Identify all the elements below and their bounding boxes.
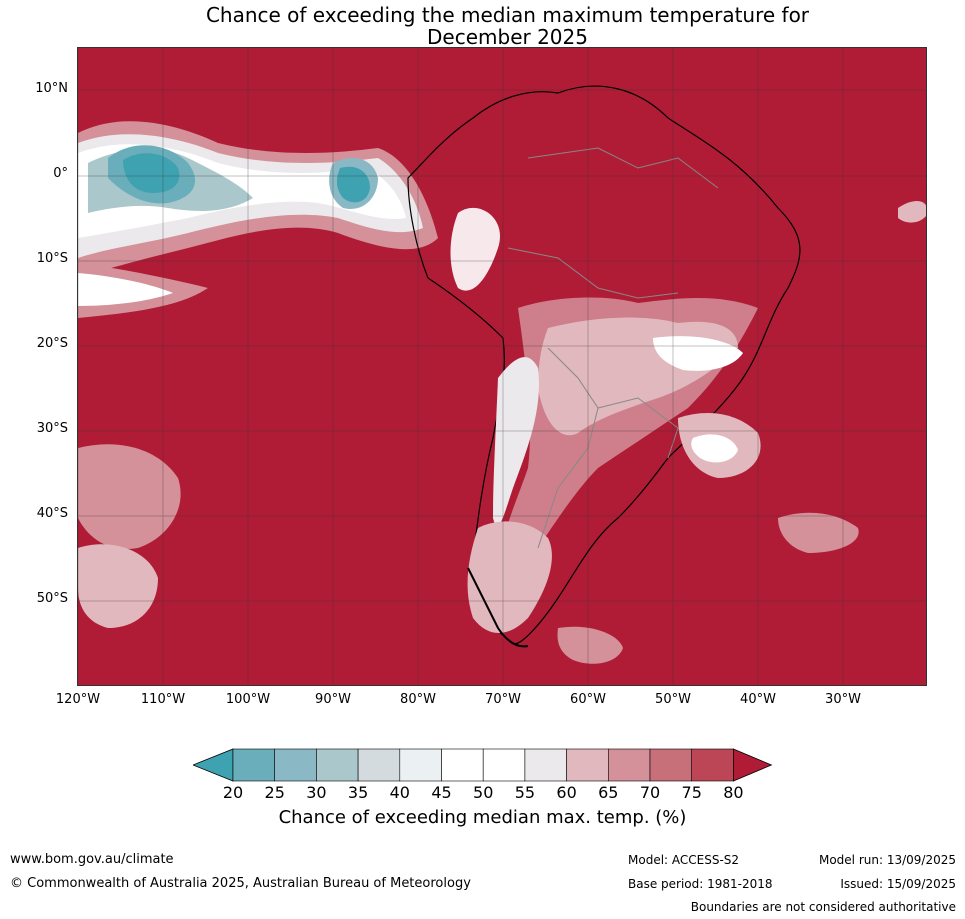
map-panel xyxy=(77,47,927,686)
colorbar xyxy=(193,748,773,782)
colorbar-tick-label: 65 xyxy=(598,783,619,802)
colorbar-tick-label: 40 xyxy=(389,783,410,802)
colorbar-segment xyxy=(524,748,567,782)
footer-issued: Issued: 15/09/2025 xyxy=(840,877,956,891)
colorbar-segment xyxy=(607,748,651,782)
colorbar-tick-label: 50 xyxy=(473,783,494,802)
colorbar-segment xyxy=(566,748,609,782)
probability-map xyxy=(78,48,926,685)
colorbar-segment xyxy=(649,748,693,782)
lon-label-30w: 30°W xyxy=(825,692,861,707)
colorbar-tick-label: 45 xyxy=(431,783,452,802)
footer-copyright: © Commonwealth of Australia 2025, Austra… xyxy=(10,876,471,891)
footer-model-run: Model run: 13/09/2025 xyxy=(818,853,956,867)
lon-label-90w: 90°W xyxy=(315,692,351,707)
colorbar-segment xyxy=(357,748,401,782)
lon-label-100w: 100°W xyxy=(225,692,271,707)
lon-label-40w: 40°W xyxy=(740,692,776,707)
lat-label-10n: 10°N xyxy=(35,81,68,96)
colorbar-label: Chance of exceeding median max. temp. (%… xyxy=(278,807,687,828)
colorbar-tick-label: 30 xyxy=(306,783,327,802)
lat-label-30s: 30°S xyxy=(36,421,68,436)
colorbar-tick-label: 70 xyxy=(639,783,661,802)
lat-label-10s: 10°S xyxy=(36,251,68,266)
footer-url: www.bom.gov.au/climate xyxy=(10,852,174,867)
colorbar-tick-label: 55 xyxy=(514,783,536,802)
atlantic-anomaly-patches xyxy=(78,201,926,664)
colorbar-tick-label: 20 xyxy=(222,783,244,802)
south-america-landmass xyxy=(407,85,801,648)
lon-label-60w: 60°W xyxy=(570,692,606,707)
lat-label-40s: 40°S xyxy=(36,506,68,521)
lat-label-50s: 50°S xyxy=(36,591,68,606)
colorbar-tick-label: 25 xyxy=(264,783,285,802)
colorbar-tick-label: 60 xyxy=(556,783,577,802)
lon-label-50w: 50°W xyxy=(655,692,691,707)
colorbar-segment xyxy=(691,748,734,782)
colorbar-segment xyxy=(316,748,359,782)
pacific-anomaly-region xyxy=(78,121,438,318)
colorbar-extend-high xyxy=(733,748,773,782)
footer-model: Model: ACCESS-S2 xyxy=(628,853,740,867)
lon-label-80w: 80°W xyxy=(400,692,436,707)
colorbar-segment xyxy=(232,748,276,782)
title-line-2: December 2025 xyxy=(427,25,588,49)
footer-base-period: Base period: 1981-2018 xyxy=(628,877,773,891)
colorbar-segment xyxy=(482,748,526,782)
colorbar-segment xyxy=(399,748,442,782)
lon-label-120w: 120°W xyxy=(55,692,101,707)
colorbar-tick-label: 75 xyxy=(681,783,702,802)
lon-label-70w: 70°W xyxy=(485,692,521,707)
colorbar-extend-low xyxy=(193,748,234,782)
colorbar-tick-label: 80 xyxy=(723,783,744,802)
colorbar-segment xyxy=(274,748,317,782)
graticule xyxy=(78,48,926,685)
lat-label-0: 0° xyxy=(53,166,68,181)
colorbar-tick-label: 35 xyxy=(347,783,369,802)
lat-label-20s: 20°S xyxy=(36,336,68,351)
colorbar-segment xyxy=(441,748,484,782)
chart-title: Chance of exceeding the median maximum t… xyxy=(0,4,965,48)
footer-disclaimer: Boundaries are not considered authoritat… xyxy=(690,900,956,914)
title-line-1: Chance of exceeding the median maximum t… xyxy=(205,3,810,27)
lon-label-110w: 110°W xyxy=(140,692,186,707)
